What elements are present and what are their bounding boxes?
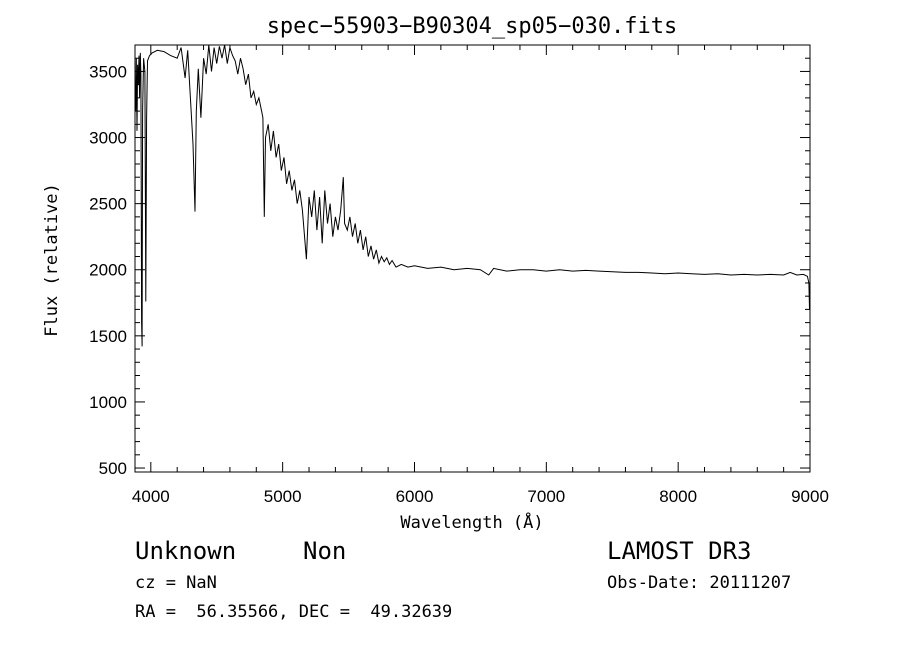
spectrum-line <box>135 44 811 347</box>
y-tick-label-1000: 1000 <box>89 393 127 412</box>
x-tick-label-5000: 5000 <box>264 487 302 506</box>
plot-frame <box>134 44 811 473</box>
survey-name: LAMOST DR3 <box>607 537 752 565</box>
chart-title: spec−55903−B90304_sp05−030.fits <box>267 14 678 39</box>
x-tick-label-9000: 9000 <box>791 487 829 506</box>
x-tick-label-6000: 6000 <box>396 487 434 506</box>
y-tick-label-2500: 2500 <box>89 195 127 214</box>
x-tick-label-4000: 4000 <box>132 487 170 506</box>
coordinates: RA = 56.35566, DEC = 49.32639 <box>135 602 453 622</box>
y-tick-label-2000: 2000 <box>89 261 127 280</box>
x-axis: 4000 5000 6000 7000 8000 9000 <box>132 45 829 506</box>
y-axis: 500 1000 1500 2000 2500 3000 3500 <box>89 44 810 478</box>
y-tick-label-3000: 3000 <box>89 129 127 148</box>
x-tick-label-8000: 8000 <box>659 487 697 506</box>
y-tick-label-1500: 1500 <box>89 327 127 346</box>
y-axis-label: Flux (relative) <box>42 183 62 337</box>
object-class: Unknown <box>135 537 237 565</box>
x-tick-label-7000: 7000 <box>527 487 565 506</box>
x-axis-label: Wavelength (Å) <box>400 511 543 533</box>
observation-date: Obs-Date: 20111207 <box>607 573 792 593</box>
y-tick-label-500: 500 <box>99 459 127 478</box>
redshift-cz: cz = NaN <box>135 573 217 593</box>
object-subclass: Non <box>303 537 347 565</box>
y-tick-label-3500: 3500 <box>89 62 127 81</box>
